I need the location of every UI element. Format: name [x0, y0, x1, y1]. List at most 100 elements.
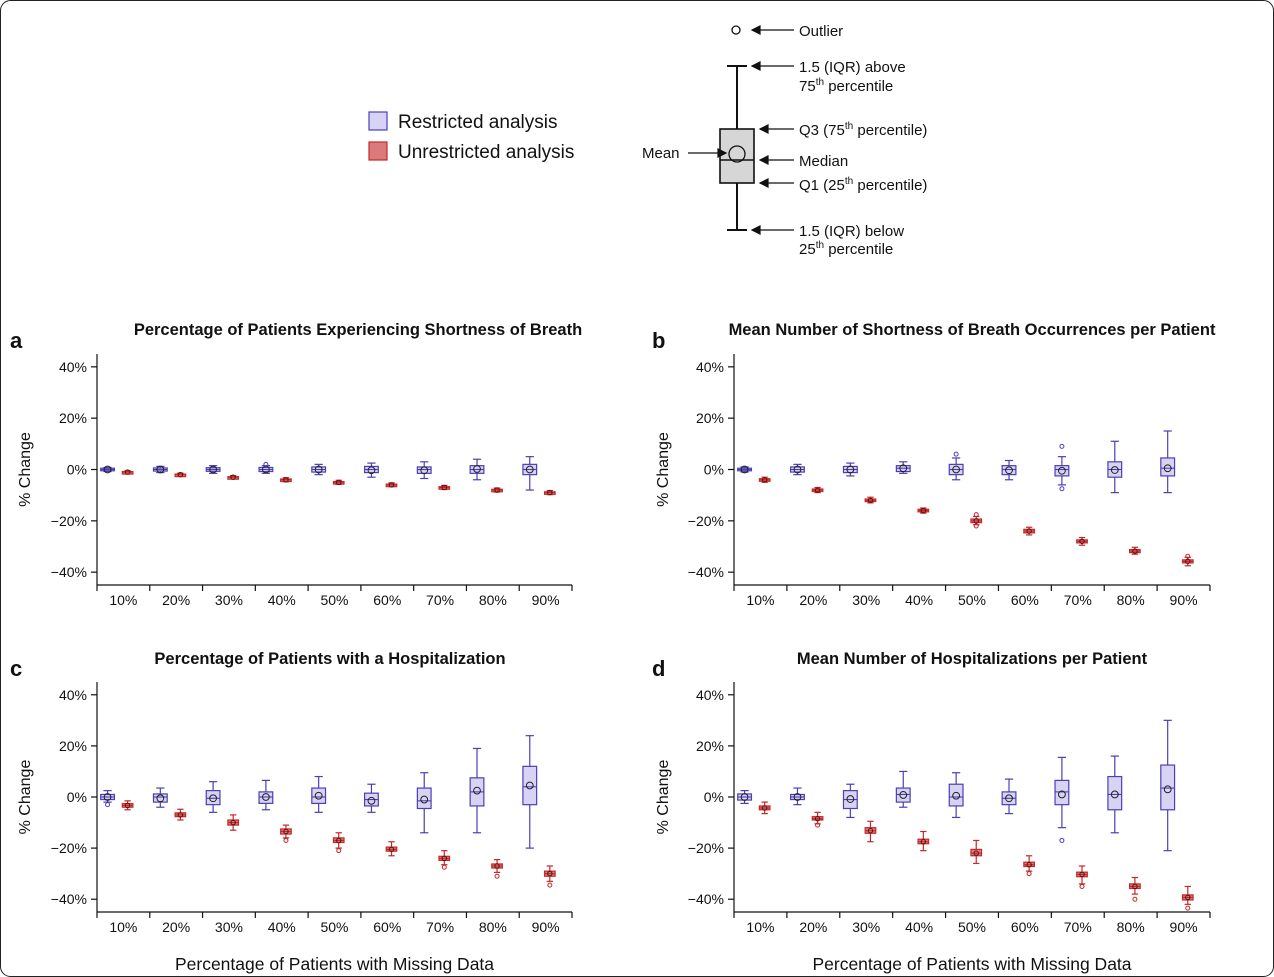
mean-marker — [1005, 794, 1013, 803]
mean-marker — [1005, 466, 1013, 475]
x-tick-label: 80% — [479, 919, 507, 935]
mean-marker — [420, 466, 429, 475]
outlier-marker — [105, 802, 111, 808]
x-tick-label: 20% — [162, 592, 190, 608]
key-label-q3: Q3 (75th percentile) — [799, 121, 927, 139]
box-unrestricted — [491, 859, 503, 879]
outlier-marker — [815, 822, 821, 828]
panel-letter: c — [10, 656, 22, 681]
box-key — [688, 25, 794, 235]
mean-marker — [1058, 466, 1066, 475]
box-restricted — [152, 465, 168, 474]
box-unrestricted — [917, 830, 930, 852]
x-tick-label: 30% — [852, 919, 880, 935]
mean-marker — [283, 828, 289, 835]
mean-marker — [1163, 464, 1172, 473]
y-tick-label: 20% — [696, 410, 724, 426]
box-unrestricted — [438, 484, 451, 491]
mean-marker — [209, 794, 218, 803]
mean-marker — [156, 794, 165, 803]
box-restricted — [789, 463, 805, 476]
mean-marker — [473, 465, 481, 473]
y-tick-label: −20% — [51, 513, 87, 529]
box-restricted — [1001, 459, 1017, 481]
x-tick-label: 10% — [746, 919, 774, 935]
box-unrestricted — [758, 476, 771, 483]
box-body — [1160, 764, 1176, 811]
key-mean-marker — [728, 145, 746, 163]
x-tick-label: 80% — [479, 592, 507, 608]
panel-title: Percentage of Patients Experiencing Shor… — [134, 321, 582, 339]
y-axis-label: % Change — [17, 760, 34, 835]
box-body — [205, 790, 221, 806]
x-tick-label: 90% — [1170, 592, 1198, 608]
box-restricted — [842, 783, 858, 819]
box-restricted — [258, 779, 274, 811]
mean-marker — [441, 484, 447, 491]
box-unrestricted — [864, 820, 877, 843]
box-unrestricted — [174, 808, 187, 821]
mean-marker — [547, 870, 553, 877]
outlier-marker — [441, 864, 447, 870]
y-tick-label: 0% — [704, 462, 724, 478]
y-axis-label: % Change — [655, 760, 672, 835]
box-key-labels: Outlier 1.5 (IQR) above 75th percentile … — [642, 23, 927, 258]
outlier-marker — [1185, 905, 1191, 911]
box-unrestricted — [811, 486, 824, 494]
box-restricted — [522, 735, 538, 849]
x-tick-label: 70% — [426, 919, 454, 935]
panel-a: a Percentage of Patients Experiencing Sho… — [10, 321, 582, 608]
mean-marker — [261, 793, 270, 801]
box-restricted — [1160, 719, 1176, 852]
box-body — [311, 787, 327, 804]
y-tick-label: 0% — [704, 789, 724, 805]
mean-marker — [920, 839, 927, 845]
y-tick-label: 0% — [67, 462, 87, 478]
mean-marker — [814, 816, 821, 822]
mean-marker — [209, 465, 218, 474]
x-tick-label: 70% — [1064, 919, 1092, 935]
mean-marker — [103, 465, 112, 474]
outlier-marker — [1132, 896, 1138, 902]
mean-marker — [473, 786, 481, 795]
outlier-marker — [494, 873, 500, 879]
y-tick-label: −40% — [688, 891, 724, 907]
legend: Restricted analysis Unrestricted analysi… — [368, 111, 574, 163]
x-tick-label: 60% — [373, 592, 401, 608]
box-unrestricted — [332, 832, 345, 854]
box-restricted — [737, 790, 753, 804]
key-label-lower-2: 25th percentile — [799, 240, 893, 258]
mean-marker — [547, 489, 553, 496]
mean-marker — [1058, 790, 1066, 799]
box-restricted — [1001, 778, 1017, 815]
box-unrestricted — [1076, 536, 1088, 546]
box-unrestricted — [864, 496, 877, 504]
y-tick-label: 40% — [59, 687, 87, 703]
mean-marker — [846, 795, 855, 803]
mean-marker — [494, 487, 500, 493]
box-unrestricted — [491, 487, 503, 493]
box-restricted — [842, 462, 858, 477]
x-tick-label: 40% — [905, 919, 933, 935]
mean-marker — [761, 477, 768, 483]
x-tick-label: 50% — [320, 592, 348, 608]
mean-marker — [973, 850, 979, 856]
legend-swatch-restricted — [368, 111, 388, 131]
x-tick-label: 30% — [215, 919, 243, 935]
mean-marker — [177, 812, 184, 818]
box-restricted — [205, 781, 221, 813]
mean-marker — [1026, 528, 1032, 534]
key-outlier-marker — [731, 25, 741, 35]
box-unrestricted — [332, 479, 345, 486]
mean-marker — [814, 487, 821, 493]
mean-marker — [525, 781, 534, 790]
box-body — [970, 848, 983, 857]
mean-marker — [1132, 883, 1138, 890]
box-unrestricted — [543, 865, 556, 888]
box-body — [416, 787, 432, 810]
box-restricted — [948, 772, 964, 819]
panel-title: Mean Number of Hospitalizations per Pati… — [797, 650, 1148, 668]
key-label-upper-1: 1.5 (IQR) above — [799, 59, 906, 76]
